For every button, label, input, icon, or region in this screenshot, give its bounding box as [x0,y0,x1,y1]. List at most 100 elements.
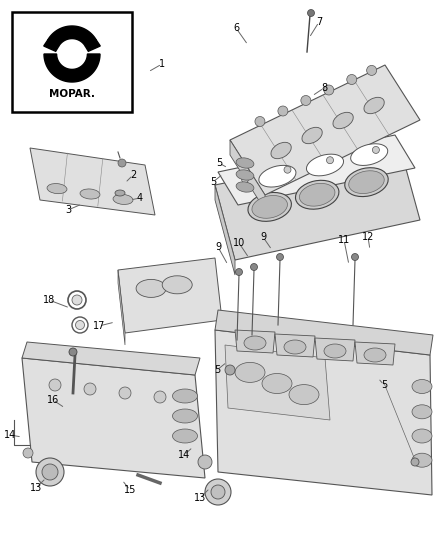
Circle shape [301,95,311,106]
Text: 16: 16 [47,395,59,405]
Polygon shape [118,258,222,333]
Text: 10: 10 [233,238,245,248]
Ellipse shape [324,344,346,358]
Circle shape [84,383,96,395]
Ellipse shape [235,362,265,382]
Ellipse shape [252,196,287,219]
Ellipse shape [236,170,254,180]
Text: 7: 7 [316,17,322,27]
Ellipse shape [236,182,254,192]
Ellipse shape [289,385,319,405]
Circle shape [307,10,314,17]
Circle shape [284,166,291,173]
Text: 13: 13 [30,483,42,493]
Ellipse shape [162,276,192,294]
Text: 5: 5 [216,158,222,168]
Circle shape [255,117,265,126]
Circle shape [119,387,131,399]
Polygon shape [30,148,155,215]
Text: MOPAR.: MOPAR. [49,89,95,99]
Ellipse shape [412,405,432,419]
Circle shape [278,106,288,116]
Ellipse shape [364,348,386,362]
Ellipse shape [296,180,339,209]
Ellipse shape [173,409,198,423]
Ellipse shape [351,144,388,165]
Ellipse shape [236,158,254,168]
Polygon shape [118,270,125,345]
Circle shape [36,458,64,486]
Circle shape [225,365,235,375]
Polygon shape [275,334,315,357]
Polygon shape [230,65,420,195]
Ellipse shape [113,195,133,205]
Polygon shape [215,185,235,275]
Circle shape [241,176,248,183]
Polygon shape [44,40,59,51]
Text: 12: 12 [362,232,374,242]
Circle shape [49,379,61,391]
Circle shape [372,147,379,154]
Ellipse shape [75,320,85,329]
Text: 5: 5 [381,380,387,390]
Ellipse shape [262,374,292,393]
Circle shape [411,458,419,466]
Circle shape [347,75,357,85]
Circle shape [154,391,166,403]
Polygon shape [22,358,205,478]
Circle shape [198,455,212,469]
Text: 17: 17 [93,321,105,331]
Circle shape [251,263,258,271]
Polygon shape [230,140,265,210]
Ellipse shape [47,183,67,193]
Ellipse shape [302,127,322,144]
Text: 5: 5 [214,365,220,375]
Text: 5: 5 [210,177,216,187]
Polygon shape [48,26,96,46]
Text: 8: 8 [321,83,327,93]
Ellipse shape [412,379,432,393]
Ellipse shape [300,183,335,206]
Circle shape [118,159,126,167]
Ellipse shape [271,142,291,159]
Ellipse shape [259,165,296,187]
Polygon shape [215,310,433,355]
Circle shape [69,348,77,356]
Circle shape [352,254,358,261]
Text: 9: 9 [260,232,266,242]
Circle shape [326,157,333,164]
Ellipse shape [345,168,388,197]
Polygon shape [85,40,100,51]
Ellipse shape [349,171,384,193]
Ellipse shape [80,189,100,199]
Polygon shape [44,54,100,82]
Text: 4: 4 [137,193,143,203]
Text: 13: 13 [194,493,206,503]
Text: 15: 15 [124,485,136,495]
Ellipse shape [244,336,266,350]
Ellipse shape [248,192,291,221]
Polygon shape [218,135,415,205]
Polygon shape [215,330,432,495]
Ellipse shape [72,295,82,305]
Ellipse shape [284,340,306,354]
Ellipse shape [412,429,432,443]
Circle shape [367,66,377,75]
Circle shape [205,479,231,505]
Circle shape [23,448,33,458]
Text: 9: 9 [215,242,221,252]
Ellipse shape [364,98,384,114]
Text: 18: 18 [43,295,55,305]
Circle shape [42,464,58,480]
Ellipse shape [136,279,166,297]
Ellipse shape [173,429,198,443]
Polygon shape [215,147,420,260]
Polygon shape [355,342,395,365]
Text: 2: 2 [130,170,136,180]
Text: 6: 6 [233,23,239,33]
Ellipse shape [115,190,125,196]
Text: 14: 14 [178,450,190,460]
Text: 14: 14 [4,430,16,440]
Bar [12,12,132,112]
Text: 11: 11 [338,235,350,245]
